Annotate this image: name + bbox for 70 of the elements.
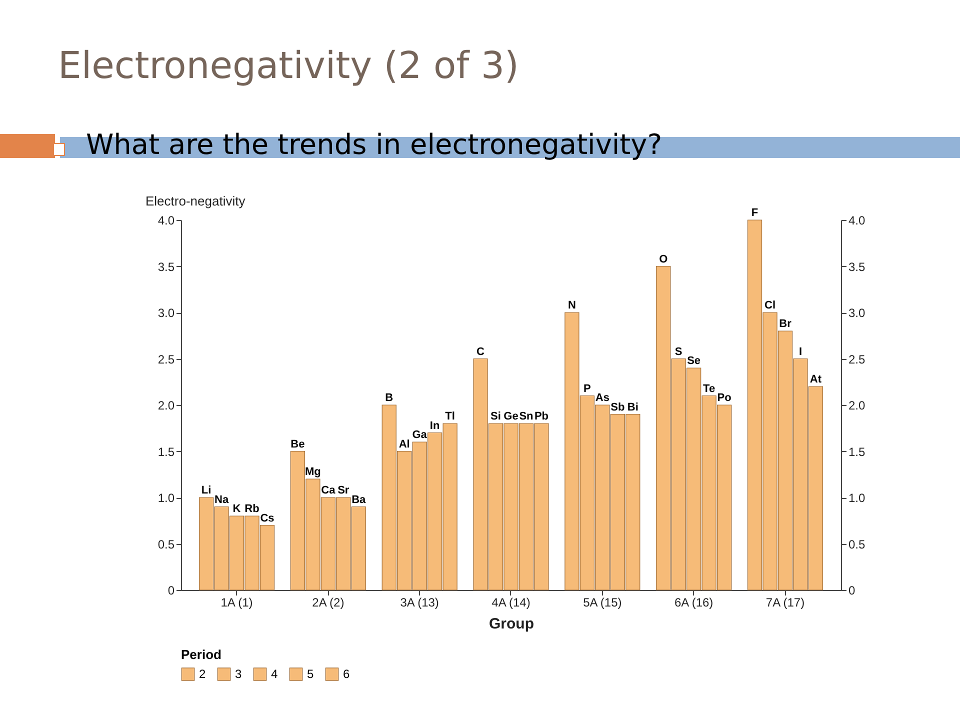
chart-title: Electronegativity (2 of 3) bbox=[58, 44, 519, 87]
x-tick-label: 5A (15) bbox=[583, 596, 622, 610]
x-tick-label: 4A (14) bbox=[492, 596, 530, 610]
y2-tick-label: 2.0 bbox=[848, 398, 866, 412]
data-label: Pb bbox=[534, 410, 549, 422]
data-label: Cs bbox=[260, 512, 274, 524]
y2-tick-label: 1.0 bbox=[848, 491, 866, 505]
y-tick-label: 0.5 bbox=[158, 537, 175, 552]
data-label: Si bbox=[490, 410, 501, 422]
y-tick-label: 3.0 bbox=[158, 306, 175, 320]
legend-label: 5 bbox=[307, 667, 314, 682]
x-tick-label: 1A (1) bbox=[220, 596, 253, 610]
data-label: F bbox=[751, 207, 758, 219]
y2-tick-label: 3.0 bbox=[848, 306, 866, 320]
y-tick-label: 4.0 bbox=[158, 214, 175, 228]
y-tick-label: 1.0 bbox=[158, 491, 175, 505]
data-label: Rb bbox=[244, 503, 260, 515]
y-tick-label: 3.5 bbox=[158, 260, 175, 274]
data-label: Na bbox=[214, 494, 230, 506]
data-label: Ca bbox=[321, 484, 336, 496]
legend-label: 2 bbox=[199, 667, 206, 682]
data-label: K bbox=[232, 503, 241, 515]
legend-title: Period bbox=[181, 647, 222, 662]
legend-label: 4 bbox=[271, 667, 278, 682]
data-label: O bbox=[659, 253, 668, 266]
legend-label: 6 bbox=[343, 667, 350, 682]
data-label: I bbox=[798, 346, 802, 358]
data-label: Te bbox=[703, 382, 716, 395]
y2-tick-label: 3.5 bbox=[848, 260, 866, 274]
data-label: In bbox=[430, 420, 440, 432]
data-label: Sn bbox=[519, 410, 534, 422]
data-label: Br bbox=[779, 318, 792, 330]
x-axis-title: Group bbox=[489, 616, 534, 632]
y-tick-label: 1.5 bbox=[158, 444, 175, 459]
data-label: N bbox=[568, 300, 576, 312]
data-label: Ge bbox=[504, 410, 518, 422]
data-label: Bi bbox=[627, 401, 638, 414]
chart-subtitle: What are the trends in electronegativity? bbox=[86, 128, 662, 161]
y-axis-title: Electro-negativity bbox=[146, 194, 246, 208]
y2-tick-label: 0.5 bbox=[848, 537, 866, 552]
y-tick-label: 0 bbox=[168, 584, 175, 598]
data-label: Li bbox=[201, 484, 212, 496]
data-label: Mg bbox=[304, 466, 321, 478]
y2-tick-label: 0 bbox=[848, 584, 856, 598]
data-label: Se bbox=[687, 355, 701, 367]
y2-tick-label: 2.5 bbox=[848, 352, 866, 366]
y2-tick-label: 1.5 bbox=[848, 444, 866, 459]
data-label: P bbox=[584, 382, 591, 395]
data-label: Ga bbox=[412, 429, 428, 441]
data-label: At bbox=[810, 374, 822, 386]
legend-label: 3 bbox=[235, 667, 242, 682]
x-tick-label: 3A (13) bbox=[400, 596, 439, 610]
data-label: Cl bbox=[764, 300, 776, 312]
x-tick-label: 6A (16) bbox=[674, 596, 714, 610]
x-tick-label: 2A (2) bbox=[312, 596, 344, 610]
data-label: Sb bbox=[610, 401, 625, 414]
data-label: S bbox=[674, 346, 682, 358]
data-label: Ba bbox=[352, 494, 367, 506]
y2-tick-label: 4.0 bbox=[848, 214, 866, 228]
x-tick-label: 7A (17) bbox=[766, 596, 805, 610]
data-label: C bbox=[476, 346, 485, 358]
y-tick-label: 2.5 bbox=[158, 352, 175, 366]
data-label: As bbox=[595, 392, 610, 404]
data-label: Al bbox=[398, 438, 410, 450]
data-label: Tl bbox=[445, 410, 455, 422]
y-tick-label: 2.0 bbox=[158, 398, 175, 412]
data-label: B bbox=[385, 392, 394, 404]
data-label: Po bbox=[717, 392, 732, 404]
data-label: Be bbox=[290, 438, 305, 450]
data-label: Sr bbox=[338, 484, 350, 496]
